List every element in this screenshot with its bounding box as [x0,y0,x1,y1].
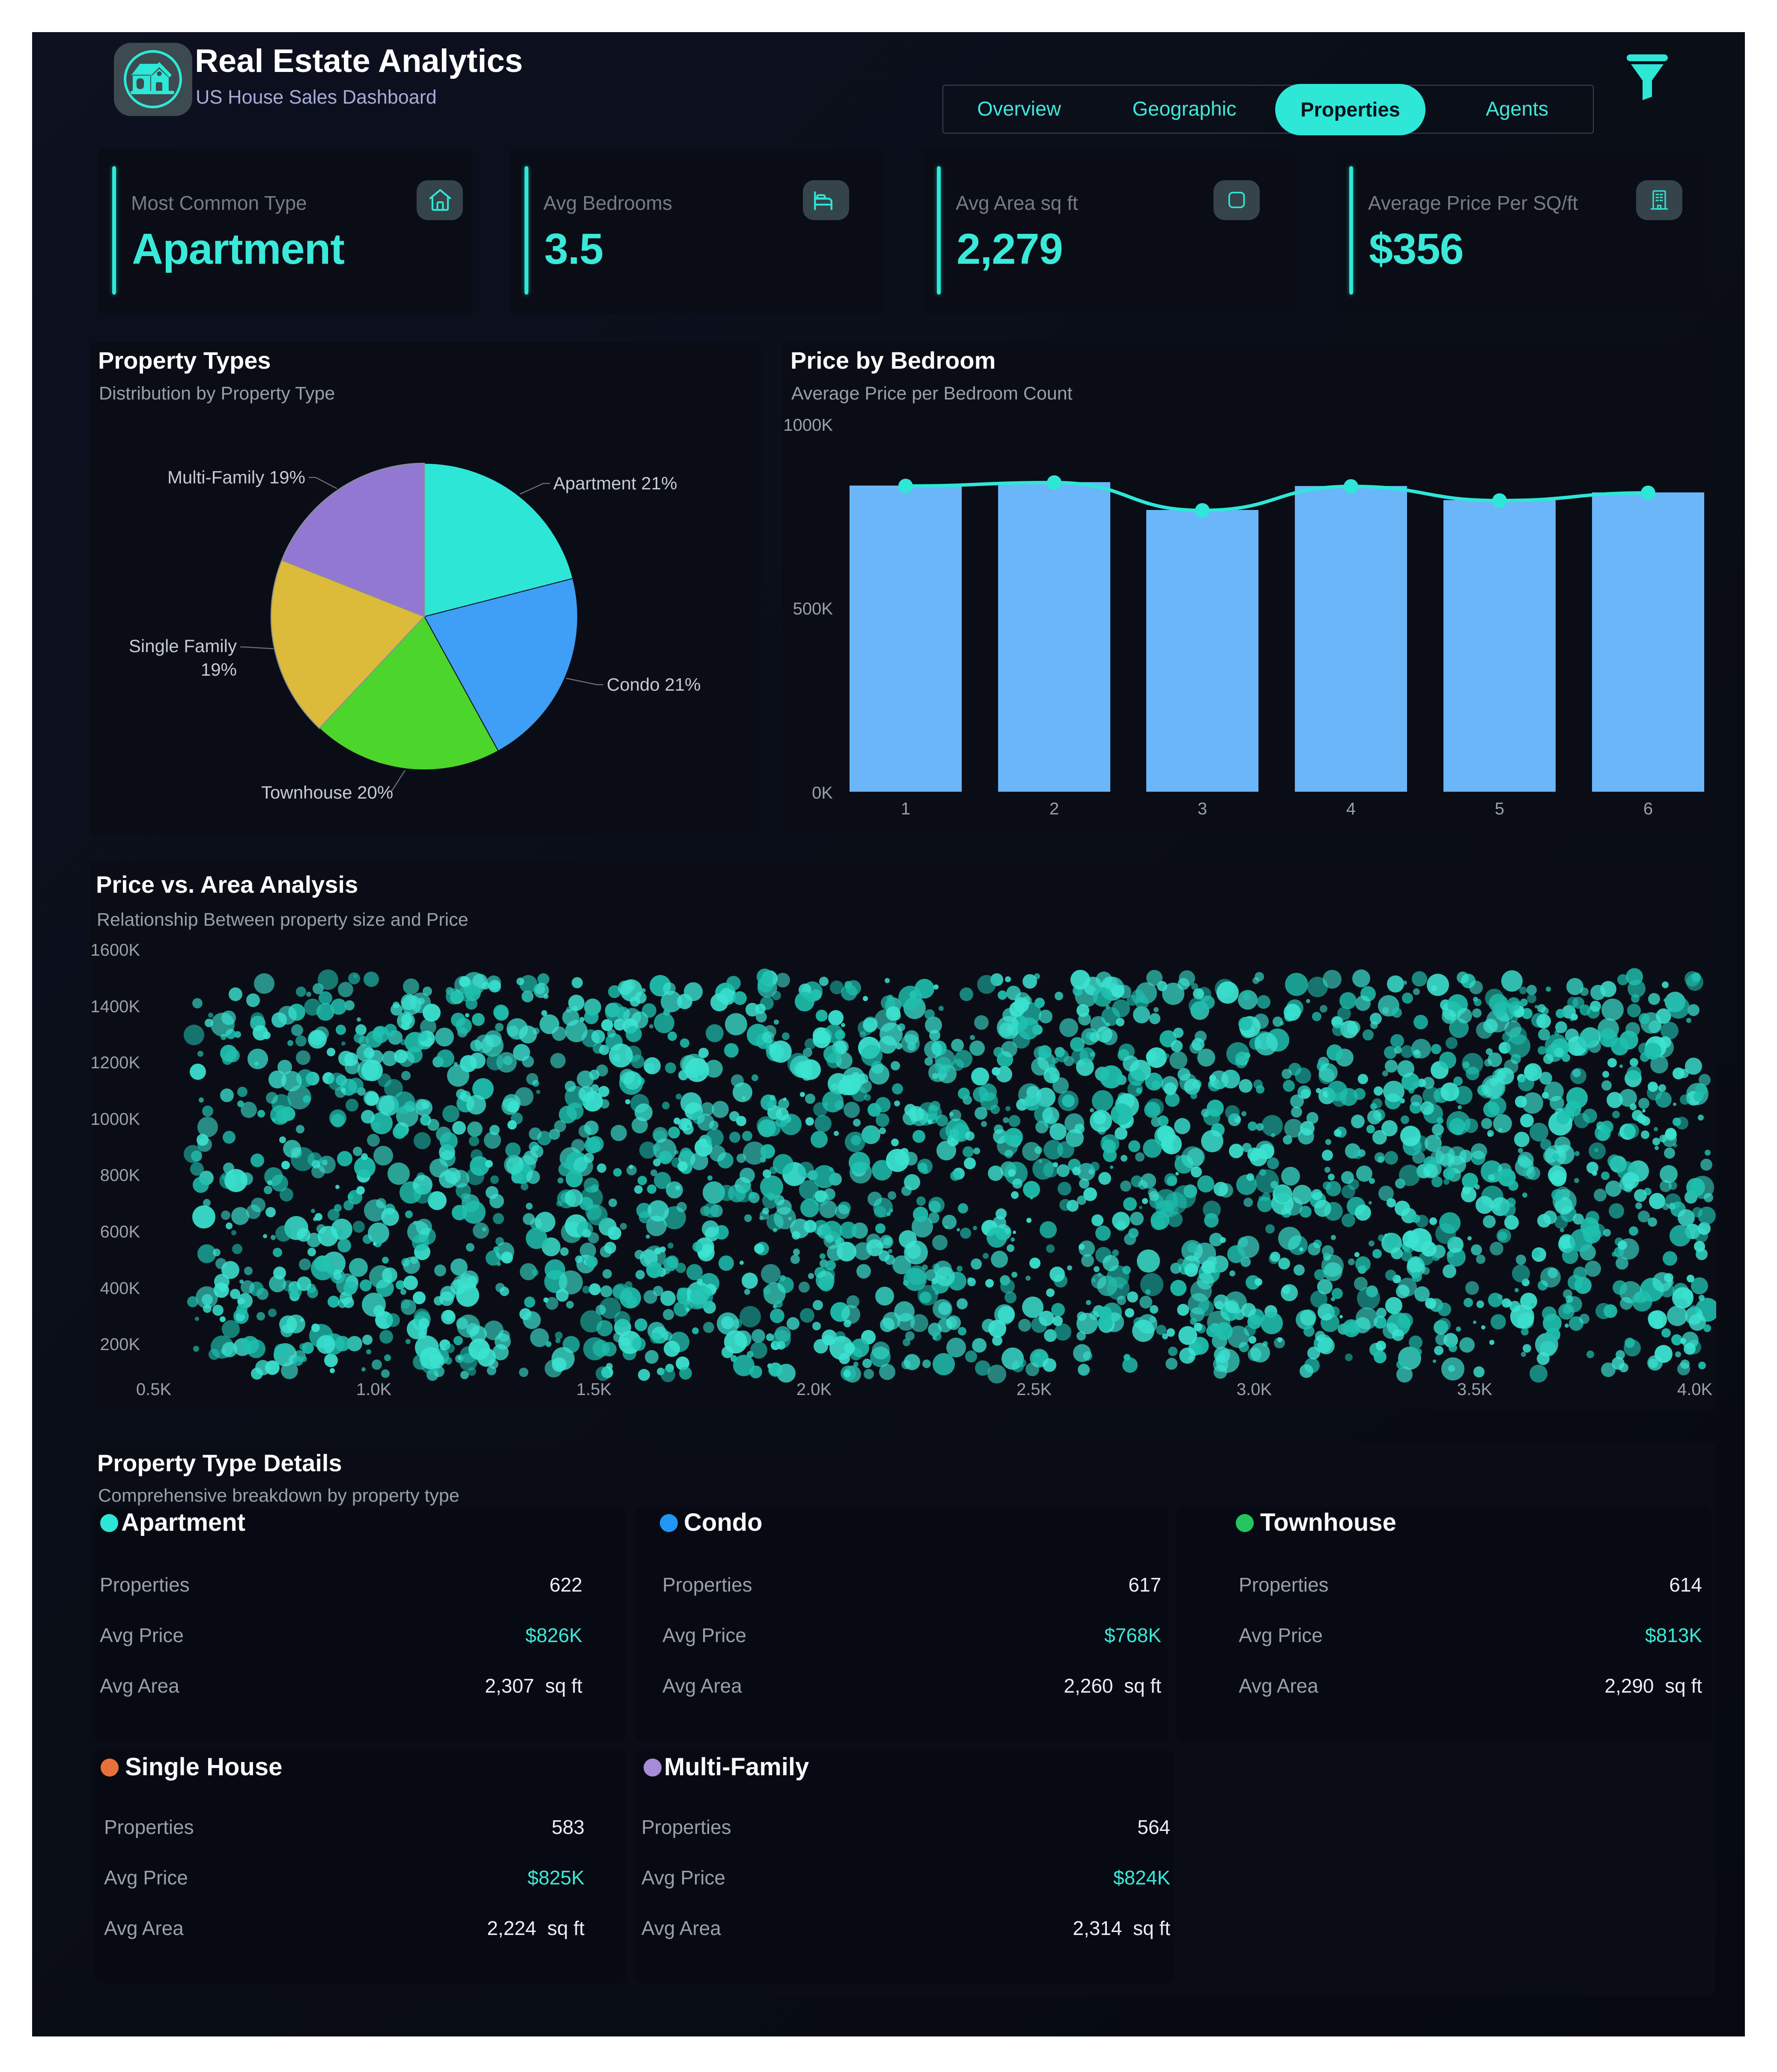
svg-text:800K: 800K [100,1166,140,1185]
svg-text:3.0K: 3.0K [1237,1380,1272,1399]
svg-text:0.5K: 0.5K [136,1380,172,1399]
svg-text:4.0K: 4.0K [1677,1380,1713,1399]
svg-text:Condo 21%: Condo 21% [607,674,701,695]
svg-text:19%: 19% [201,659,237,680]
svg-text:500K: 500K [793,599,833,618]
svg-text:1.5K: 1.5K [576,1380,612,1399]
svg-text:Single Family: Single Family [129,636,237,656]
svg-text:2.5K: 2.5K [1017,1380,1052,1399]
svg-text:1000K: 1000K [783,416,833,435]
svg-text:200K: 200K [100,1335,140,1354]
svg-text:Apartment 21%: Apartment 21% [553,473,677,493]
svg-text:1600K: 1600K [90,941,140,960]
svg-text:2: 2 [1050,799,1059,818]
svg-text:1000K: 1000K [90,1110,140,1129]
svg-text:0K: 0K [812,784,833,802]
svg-text:5: 5 [1495,799,1504,818]
svg-text:1.0K: 1.0K [356,1380,392,1399]
svg-text:3.5K: 3.5K [1457,1380,1493,1399]
svg-text:1200K: 1200K [90,1053,140,1072]
svg-text:1: 1 [901,799,910,818]
svg-text:3: 3 [1198,799,1207,818]
svg-text:Multi-Family 19%: Multi-Family 19% [167,467,305,487]
svg-text:4: 4 [1346,799,1356,818]
svg-text:600K: 600K [100,1222,140,1241]
svg-text:6: 6 [1643,799,1653,818]
svg-text:400K: 400K [100,1279,140,1298]
svg-text:Townhouse 20%: Townhouse 20% [261,782,393,802]
svg-text:1400K: 1400K [90,997,140,1016]
svg-text:2.0K: 2.0K [796,1380,832,1399]
